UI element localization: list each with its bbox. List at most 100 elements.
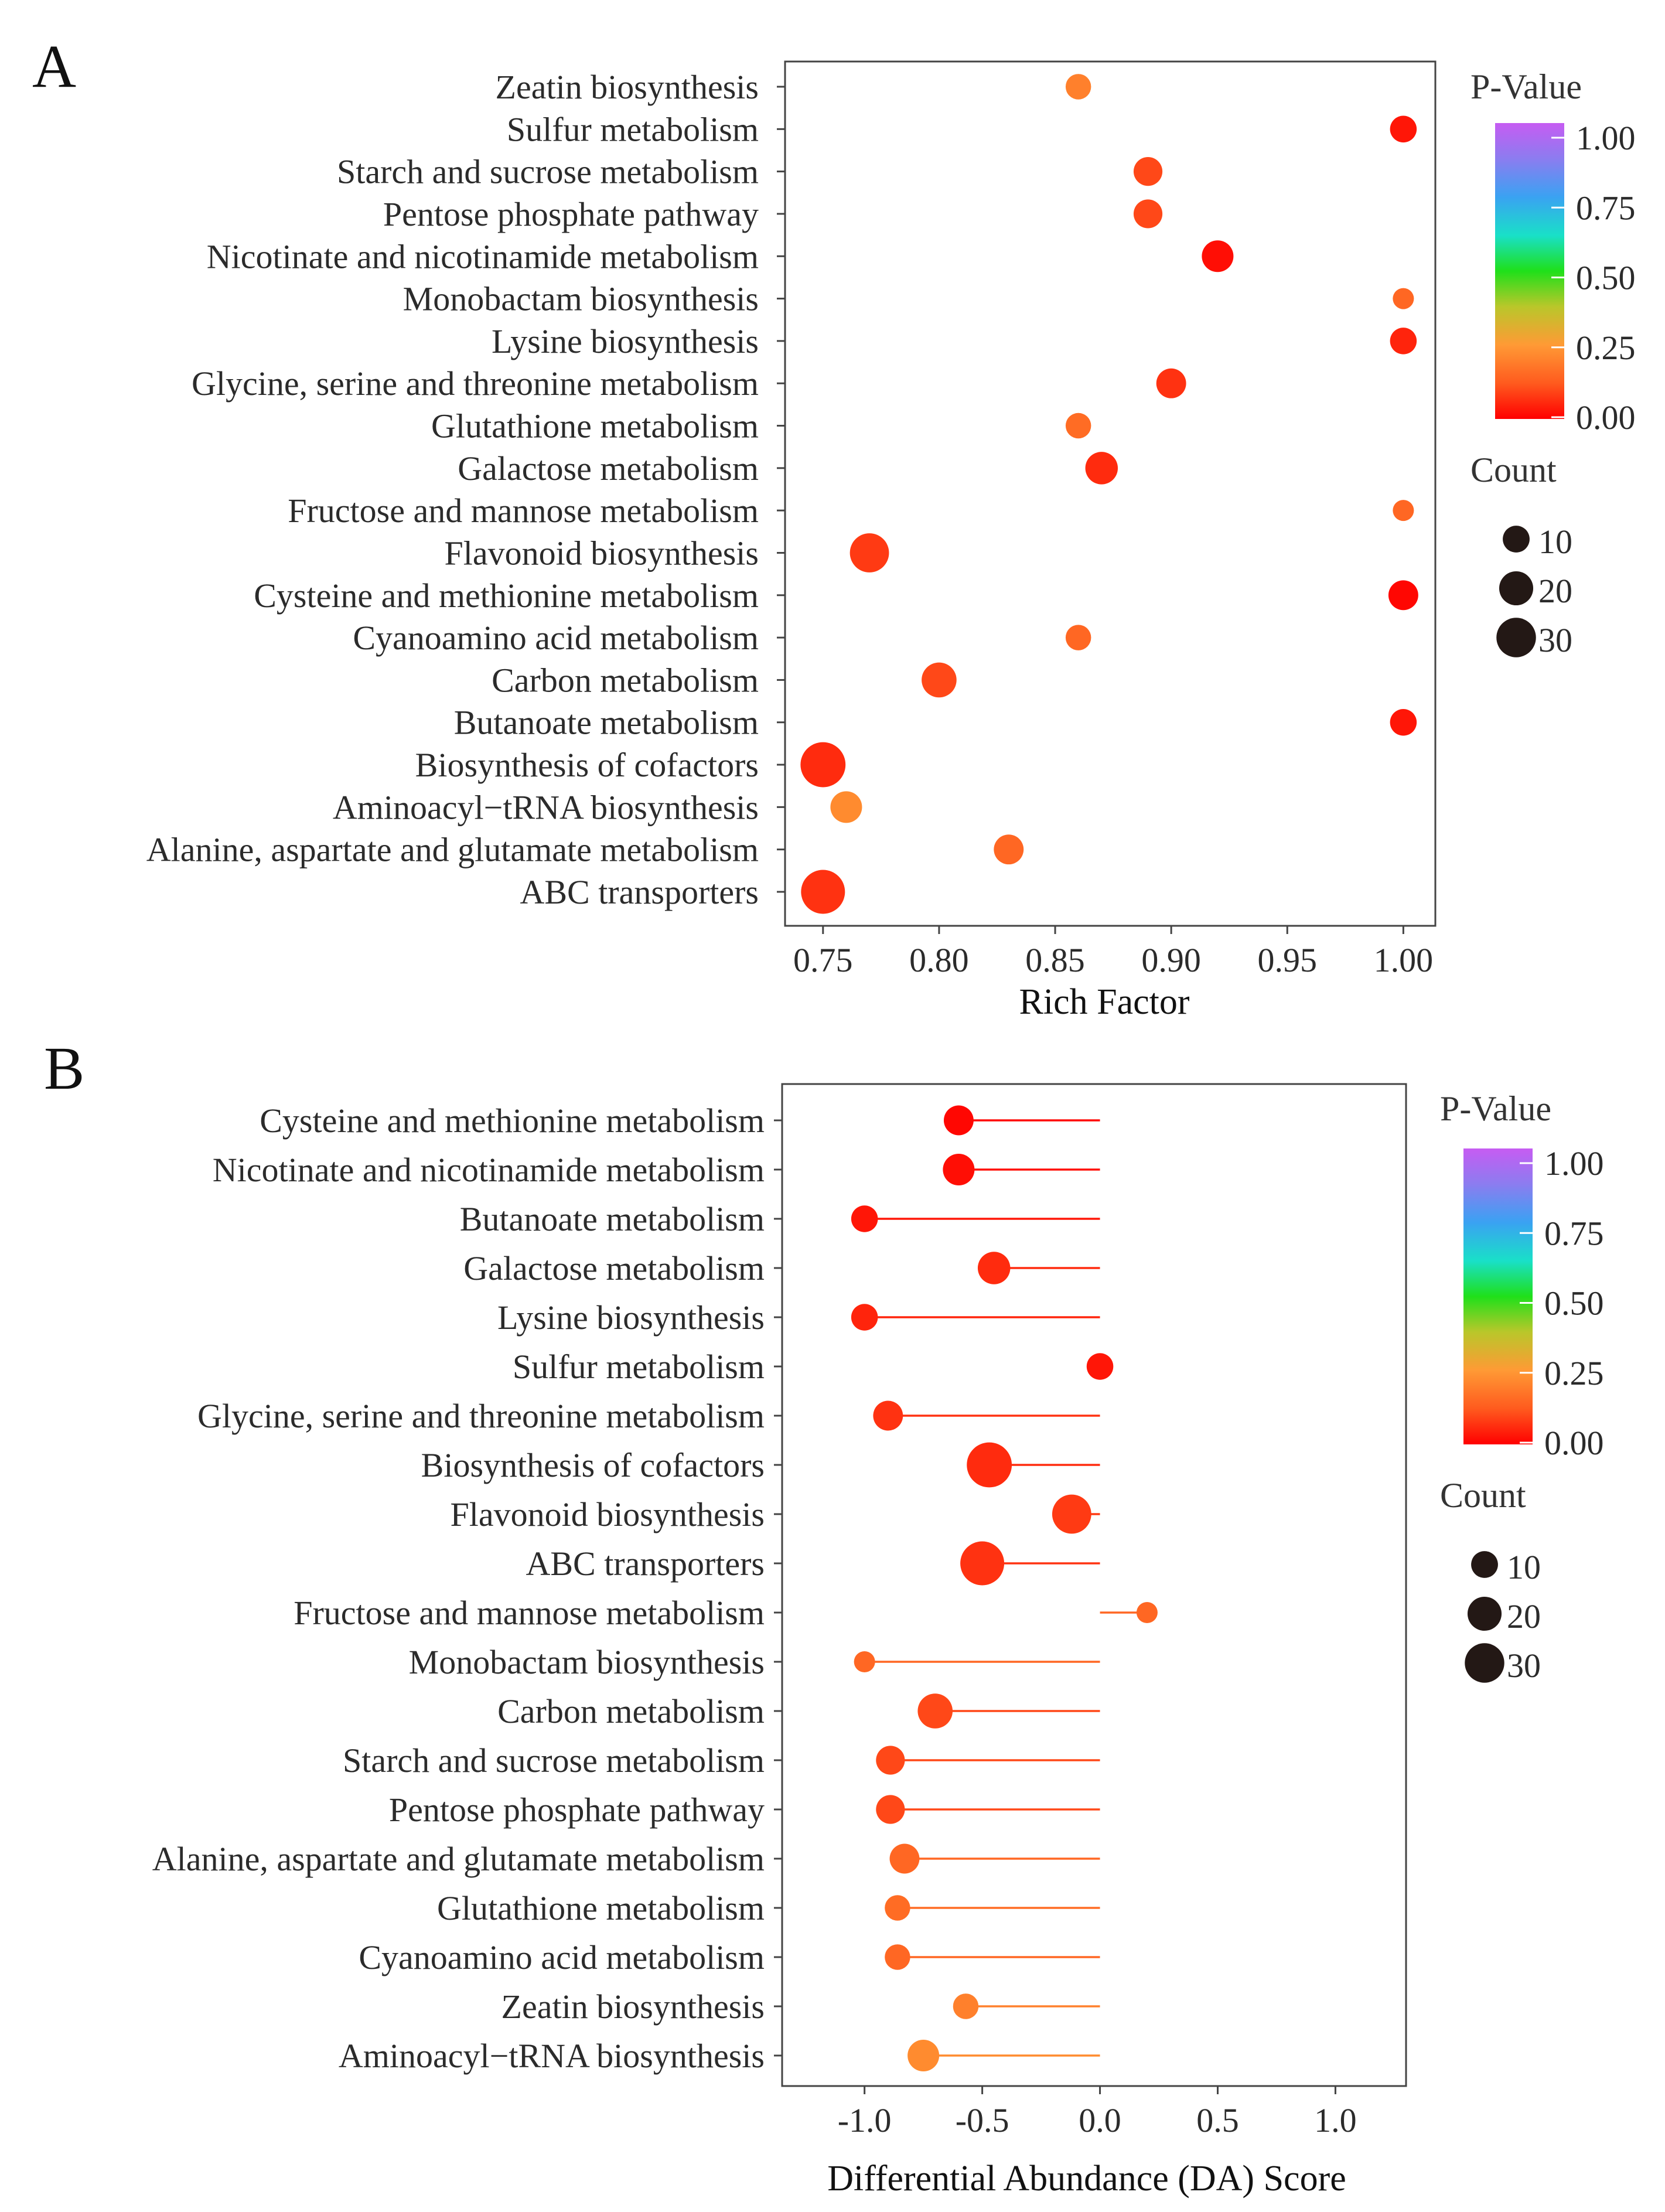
y-tick-label: Pentose phosphate pathway — [383, 195, 759, 233]
data-point — [1390, 328, 1417, 355]
data-point — [851, 1205, 878, 1232]
y-tick-label: Glycine, serine and threonine metabolism — [197, 1397, 765, 1435]
size-legend-label: 20 — [1507, 1597, 1541, 1635]
y-tick-label: Monobactam biosynthesis — [409, 1643, 765, 1681]
y-tick-label: Cyanoamino acid metabolism — [353, 619, 759, 657]
colorbar-tick-label: 0.75 — [1576, 189, 1636, 227]
panel-b: B Cysteine and methionine metabolism Nico… — [44, 1035, 1604, 2199]
y-tick-label: Monobactam biosynthesis — [403, 280, 759, 318]
y-tick-label: Aminoacyl−tRNA biosynthesis — [333, 788, 759, 826]
markers-a — [800, 74, 1418, 914]
size-legend-label: 30 — [1507, 1647, 1541, 1685]
y-tick-label: Flavonoid biosynthesis — [450, 1495, 765, 1533]
y-tick-label: Alanine, aspartate and glutamate metabol… — [146, 831, 759, 869]
x-tick-label: 1.00 — [1374, 941, 1434, 979]
data-point — [1065, 413, 1091, 439]
colorbar-a — [1495, 123, 1564, 419]
y-labels-a: Zeatin biosynthesis Sulfur metabolism Star… — [146, 68, 759, 911]
size-legend-dot — [1499, 571, 1534, 606]
colorbar-tick-label: 1.00 — [1544, 1144, 1604, 1182]
data-point — [943, 1153, 975, 1186]
y-tick-label: Sulfur metabolism — [507, 110, 759, 148]
markers-b — [851, 1105, 1158, 2072]
x-tick-label: 0.85 — [1025, 941, 1085, 979]
y-tick-label: Flavonoid biosynthesis — [444, 534, 759, 572]
data-point — [943, 1105, 974, 1136]
data-point — [854, 1651, 875, 1673]
x-tick-label: 0.95 — [1258, 941, 1318, 979]
y-tick-label: Starch and sucrose metabolism — [337, 153, 759, 191]
y-tick-label: Glutathione metabolism — [431, 407, 759, 445]
data-point — [994, 834, 1024, 865]
data-point — [885, 1944, 910, 1970]
data-point — [876, 1795, 905, 1824]
data-point — [960, 1541, 1005, 1586]
colorbar-tick-label: 0.50 — [1576, 259, 1636, 297]
data-point — [1086, 1353, 1114, 1380]
size-legend-dot — [1471, 1551, 1498, 1578]
y-ticks-b — [774, 1119, 782, 2057]
legend-b: P-Value 1.00 0.75 0.50 0.25 0.00 Count 10 20 3… — [1440, 1089, 1604, 1685]
x-tick-label: 0.75 — [793, 941, 853, 979]
y-tick-label: Lysine biosynthesis — [497, 1298, 765, 1337]
y-tick-label: Galactose metabolism — [463, 1249, 765, 1287]
plot-frame-b — [781, 1083, 1407, 2087]
y-tick-label: Butanoate metabolism — [454, 704, 759, 742]
x-axis-a: 0.75 0.80 0.85 0.90 0.95 1.00 — [793, 926, 1433, 979]
size-legend-label: 10 — [1507, 1548, 1541, 1586]
y-tick-label: Biosynthesis of cofactors — [421, 1446, 765, 1484]
y-tick-label: Alanine, aspartate and glutamate metabol… — [152, 1840, 765, 1878]
y-tick-label: Zeatin biosynthesis — [496, 68, 759, 106]
y-tick-label: Fructose and mannose metabolism — [294, 1594, 765, 1632]
y-ticks-a — [777, 86, 785, 893]
size-legend-dot — [1503, 526, 1530, 553]
x-tick-label: 0.80 — [909, 941, 969, 979]
x-axis-b: -1.0 -0.5 0.0 0.5 1.0 — [838, 2086, 1357, 2139]
y-tick-label: Cysteine and methionine metabolism — [254, 577, 759, 615]
x-tick-label: 0.0 — [1079, 2101, 1121, 2139]
y-tick-label: Fructose and mannose metabolism — [288, 492, 759, 530]
colorbar-title-b: P-Value — [1440, 1089, 1551, 1128]
y-tick-label: Pentose phosphate pathway — [389, 1791, 765, 1829]
y-tick-label: Carbon metabolism — [492, 661, 759, 699]
data-point — [885, 1895, 910, 1921]
data-point — [1085, 452, 1118, 485]
x-tick-label: 0.90 — [1141, 941, 1201, 979]
data-point — [1156, 368, 1186, 398]
x-axis-title-a: Rich Factor — [1019, 982, 1190, 1022]
y-tick-label: Butanoate metabolism — [460, 1200, 765, 1238]
data-point — [889, 1843, 920, 1874]
data-point — [873, 1400, 903, 1431]
panel-label-a: A — [32, 33, 76, 100]
size-legend-dot — [1467, 1596, 1502, 1631]
data-point — [1065, 625, 1091, 650]
size-legend-label: 30 — [1538, 621, 1572, 659]
legend-a: P-Value 1.00 0.75 0.50 0.25 0.00 Count 10 20 3… — [1470, 67, 1636, 659]
data-point — [977, 1252, 1011, 1284]
data-point — [1052, 1494, 1091, 1534]
y-tick-label: Lysine biosynthesis — [492, 322, 759, 360]
data-point — [967, 1442, 1012, 1488]
colorbar-ticks-b: 1.00 0.75 0.50 0.25 0.00 — [1520, 1144, 1604, 1462]
colorbar-tick-label: 1.00 — [1576, 119, 1636, 157]
size-legend-label: 20 — [1538, 572, 1572, 610]
data-point — [876, 1746, 905, 1775]
data-point — [801, 870, 845, 914]
y-tick-label: Glutathione metabolism — [437, 1889, 765, 1927]
data-point — [1388, 580, 1418, 611]
y-tick-label: Aminoacyl−tRNA biosynthesis — [339, 2037, 765, 2075]
y-tick-label: Sulfur metabolism — [513, 1348, 765, 1386]
x-tick-label: -0.5 — [956, 2101, 1009, 2139]
colorbar-tick-label: 0.00 — [1544, 1424, 1604, 1462]
x-tick-label: -1.0 — [838, 2101, 892, 2139]
y-tick-label: ABC transporters — [526, 1545, 765, 1583]
data-point — [1393, 288, 1414, 309]
y-tick-label: Cysteine and methionine metabolism — [260, 1102, 765, 1140]
x-tick-label: 1.0 — [1314, 2101, 1357, 2139]
colorbar-tick-label: 0.25 — [1544, 1354, 1604, 1392]
y-tick-label: Galactose metabolism — [458, 449, 759, 488]
y-tick-label: Nicotinate and nicotinamide metabolism — [207, 237, 759, 275]
size-legend-label: 10 — [1538, 523, 1572, 561]
y-tick-label: Nicotinate and nicotinamide metabolism — [213, 1151, 765, 1189]
